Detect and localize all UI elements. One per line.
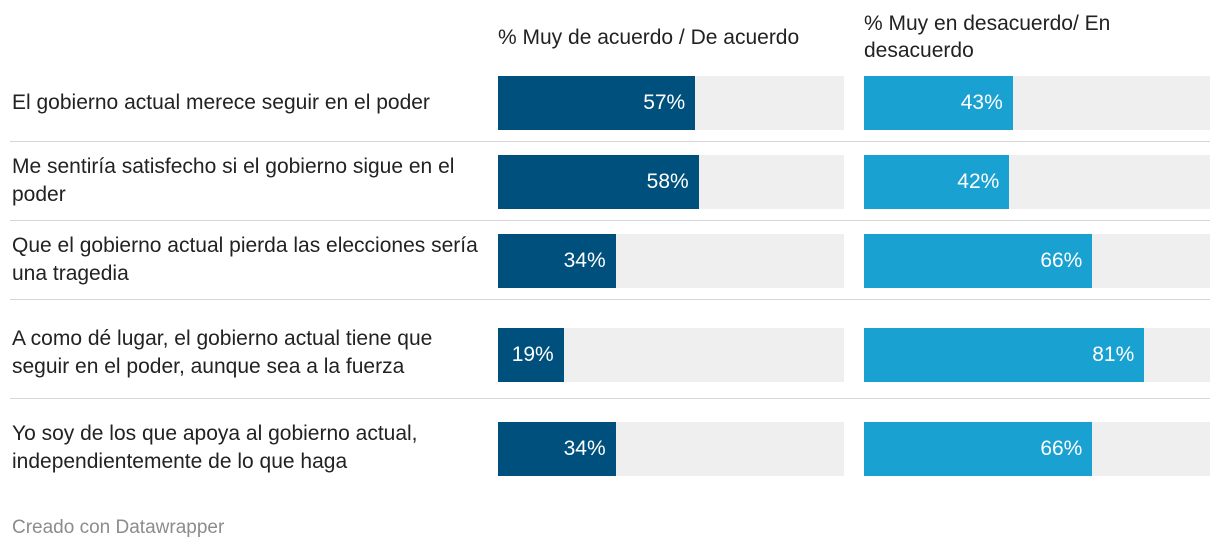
row-divider bbox=[10, 398, 1210, 399]
row-divider bbox=[10, 299, 1210, 300]
row-label: El gobierno actual merece seguir en el p… bbox=[12, 91, 430, 114]
bar-disagree bbox=[864, 328, 1145, 382]
bar-track: 58% bbox=[498, 155, 844, 209]
bar-disagree bbox=[864, 76, 1013, 130]
bar-value-label: 34% bbox=[563, 249, 606, 272]
bar-value-label: 66% bbox=[1040, 249, 1083, 272]
bar-value-label: 42% bbox=[957, 170, 1000, 193]
bar-value-label: 34% bbox=[563, 437, 606, 460]
bar-value-label: 66% bbox=[1040, 437, 1083, 460]
bar-agree bbox=[498, 155, 699, 209]
bar-agree bbox=[498, 328, 564, 382]
bar-disagree bbox=[864, 422, 1093, 476]
column-header-agree: % Muy de acuerdo / De acuerdo bbox=[498, 26, 800, 49]
bar-track: 66% bbox=[864, 422, 1210, 476]
bar-value-label: 81% bbox=[1092, 343, 1135, 366]
row-label: A como dé lugar, el gobierno actual tien… bbox=[12, 327, 433, 378]
row-label: Que el gobierno actual pierda las elecci… bbox=[12, 234, 478, 285]
bar-track: 34% bbox=[498, 234, 844, 288]
bar-value-label: 19% bbox=[511, 343, 554, 366]
bar-track: 81% bbox=[864, 328, 1210, 382]
bar-disagree bbox=[864, 234, 1093, 288]
bar-value-label: 57% bbox=[643, 91, 686, 114]
bar-value-label: 43% bbox=[960, 91, 1003, 114]
footer-credit: Creado con Datawrapper bbox=[12, 517, 225, 538]
row-label: Me sentiría satisfecho si el gobierno si… bbox=[12, 155, 455, 206]
bar-value-label: 58% bbox=[646, 170, 689, 193]
bar-track: 66% bbox=[864, 234, 1210, 288]
row-divider bbox=[10, 141, 1210, 142]
row-divider bbox=[10, 220, 1210, 221]
bar-track: 19% bbox=[498, 328, 844, 382]
bar-track: 42% bbox=[864, 155, 1210, 209]
bar-track: 34% bbox=[498, 422, 844, 476]
bar-agree bbox=[498, 422, 616, 476]
column-header-disagree: % Muy en desacuerdo/ En desacuerdo bbox=[864, 12, 1111, 62]
row-label: Yo soy de los que apoya al gobierno actu… bbox=[12, 422, 418, 473]
bar-agree bbox=[498, 234, 616, 288]
bar-track: 57% bbox=[498, 76, 844, 130]
bar-track: 43% bbox=[864, 76, 1210, 130]
bar-agree bbox=[498, 76, 696, 130]
bar-disagree bbox=[864, 155, 1010, 209]
